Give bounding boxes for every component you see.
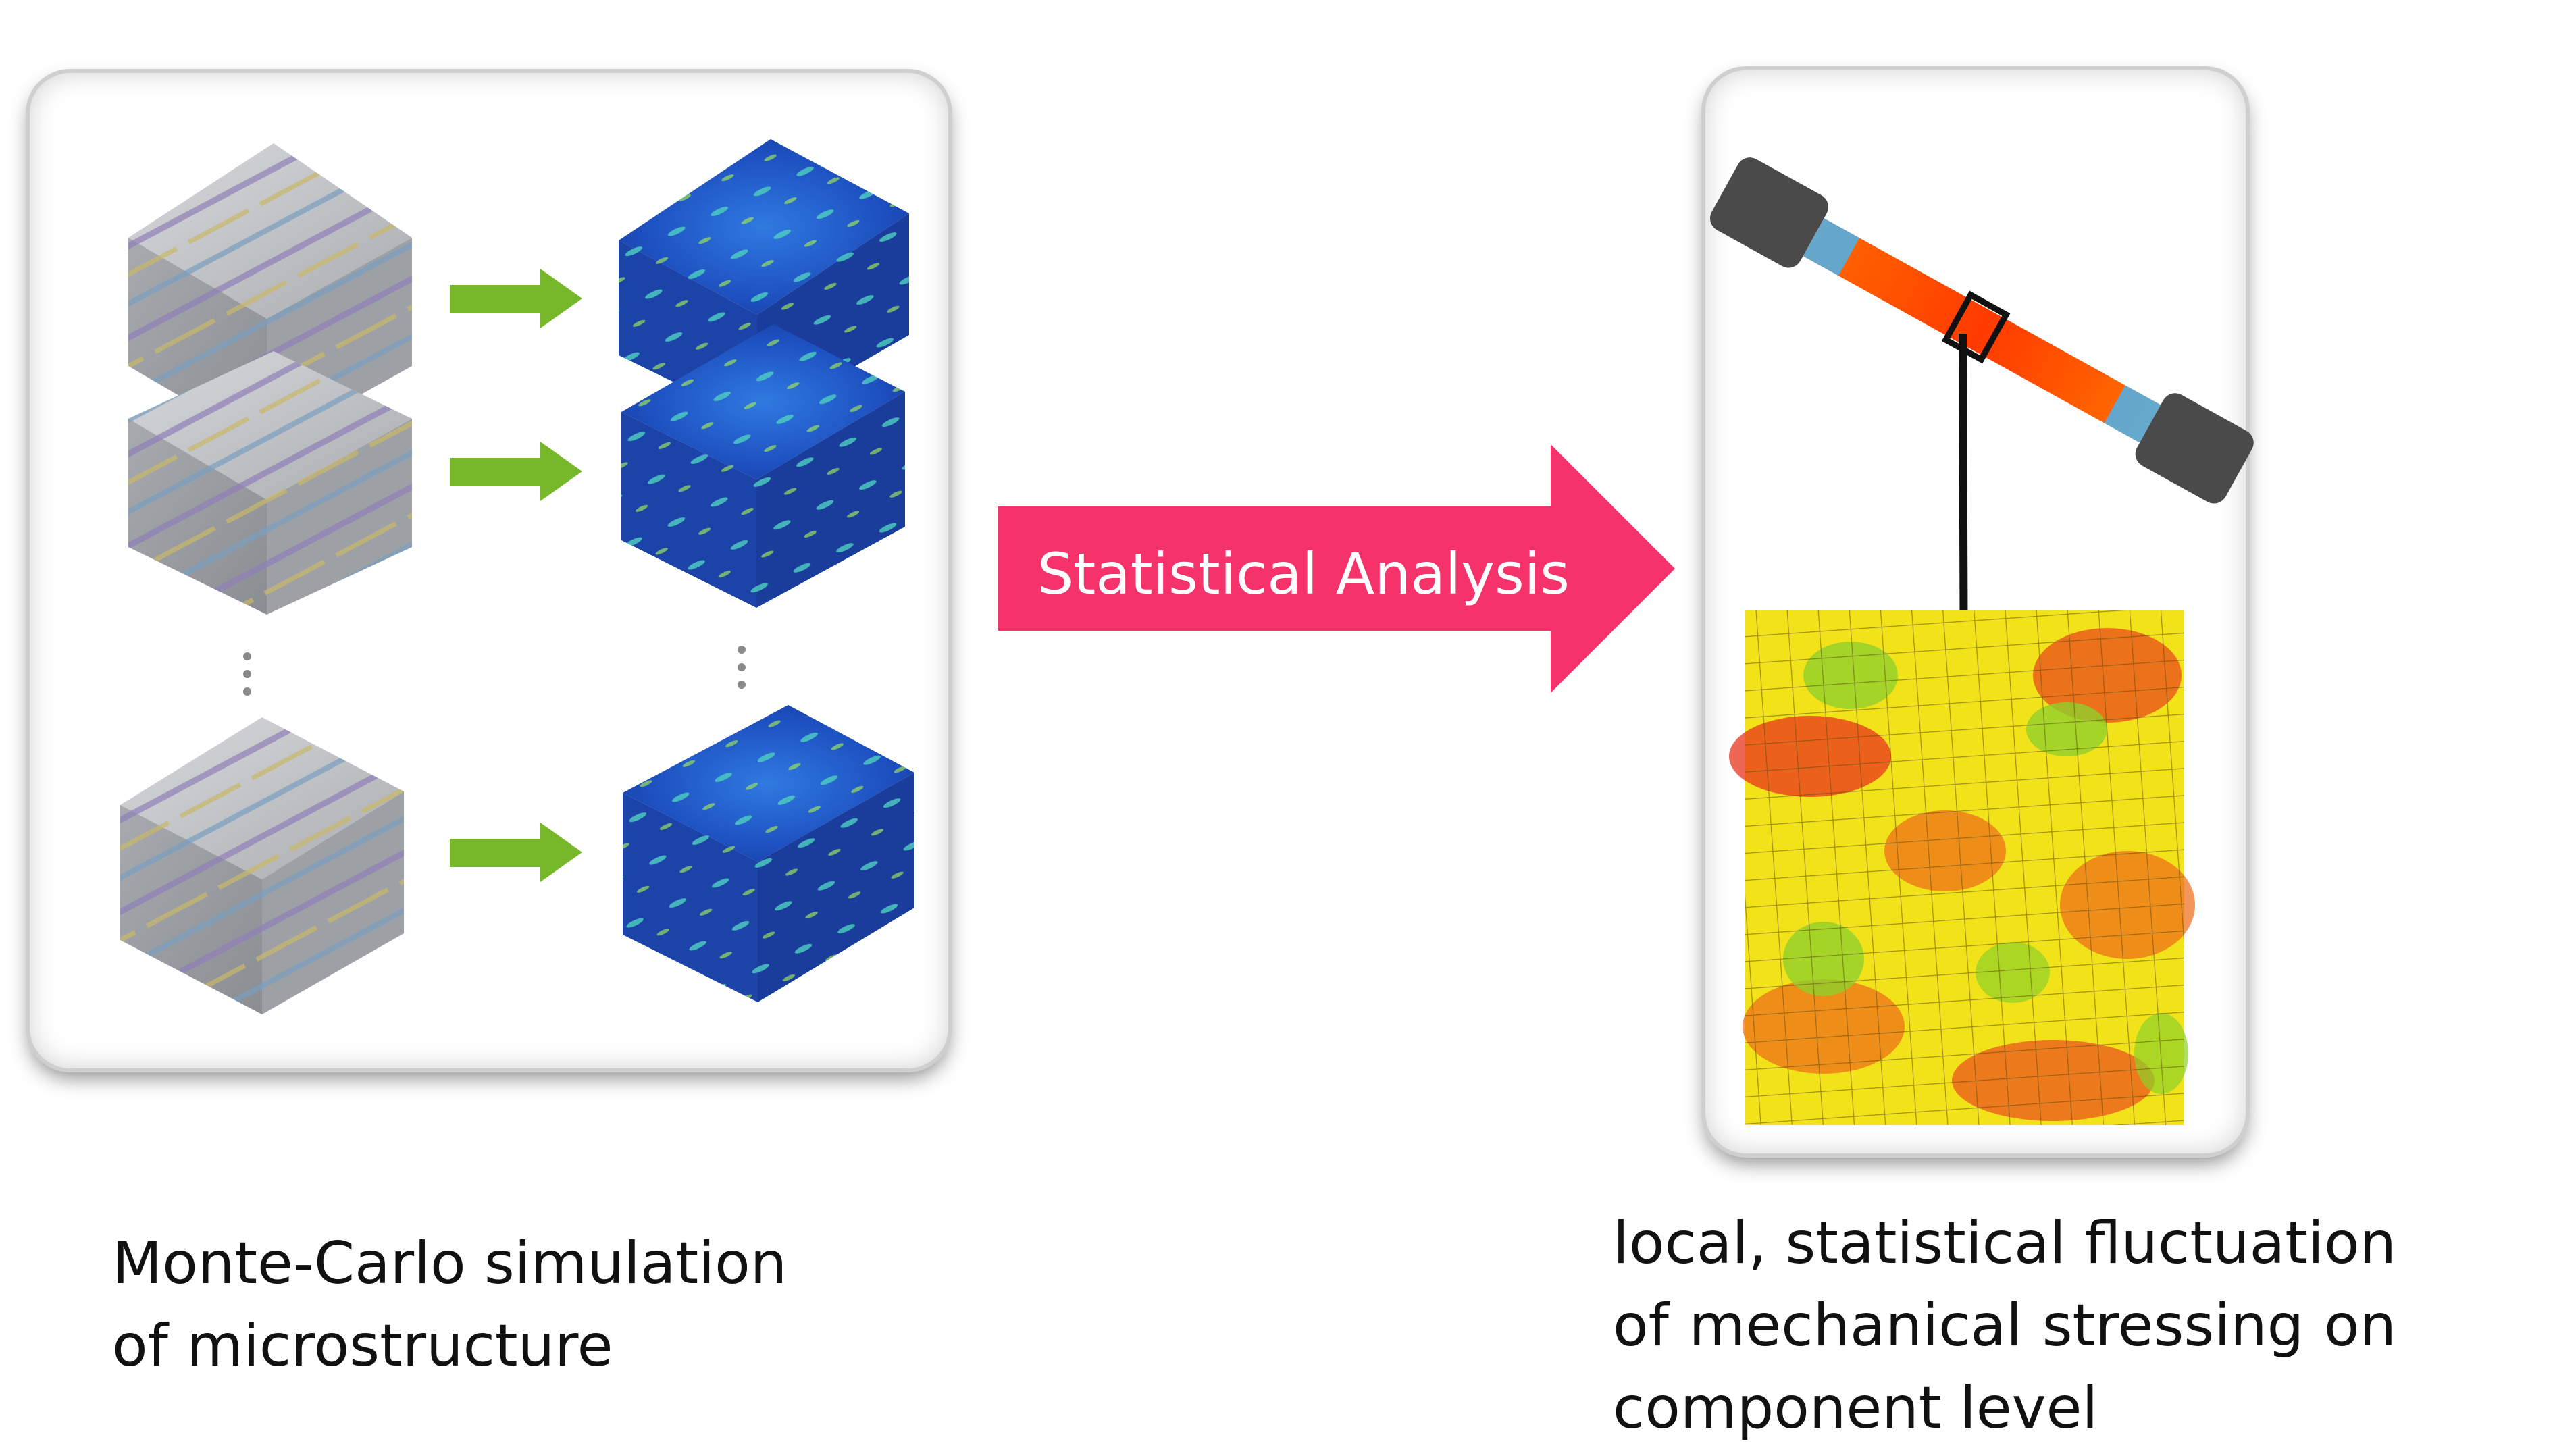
blue-cube-2 bbox=[621, 324, 905, 608]
green-arrow-1 bbox=[450, 269, 582, 328]
right-caption: local, statistical fluctuation of mechan… bbox=[1613, 1202, 2396, 1449]
ellipsis-right bbox=[738, 646, 746, 689]
gray-cube-3 bbox=[120, 717, 404, 1014]
left-caption-line2: of microstructure bbox=[112, 1312, 613, 1380]
tensile-specimen bbox=[1710, 157, 2254, 504]
right-caption-line1: local, statistical fluctuation bbox=[1613, 1210, 2396, 1277]
stress-mesh bbox=[1729, 610, 2195, 1125]
green-arrow-3 bbox=[450, 823, 582, 882]
right-caption-line3: component level bbox=[1613, 1374, 2098, 1442]
blue-cube-3 bbox=[623, 705, 914, 1002]
left-caption-line1: Monte-Carlo simulation bbox=[112, 1230, 788, 1297]
gray-cube-2 bbox=[128, 351, 412, 615]
ellipsis-left bbox=[243, 652, 251, 696]
statistical-analysis-label: Statistical Analysis bbox=[1037, 541, 1570, 607]
statistical-analysis-arrow bbox=[998, 444, 1675, 693]
right-caption-line2: of mechanical stressing on bbox=[1613, 1292, 2396, 1359]
green-arrow-2 bbox=[450, 442, 582, 501]
left-caption: Monte-Carlo simulation of microstructure bbox=[112, 1222, 923, 1387]
